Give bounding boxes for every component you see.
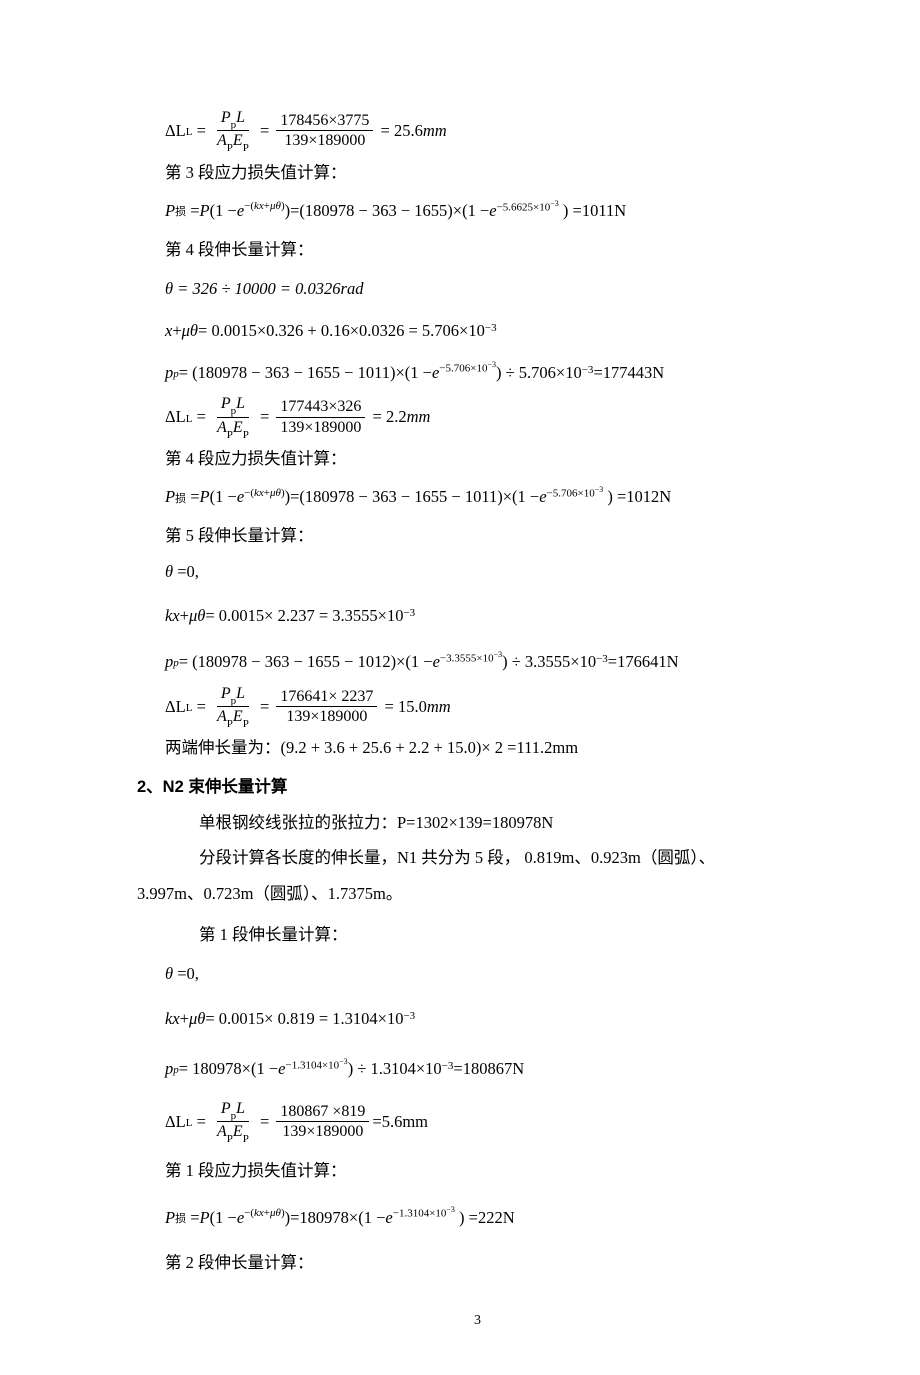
- eq-seg3-loss: P损 = P(1 − e−(kx+μθ))=(180978 − 363 − 16…: [165, 192, 790, 230]
- eq-both-ends: 两端伸长量为：(9.2 + 3.6 + 25.6 + 2.2 + 15.0)× …: [165, 732, 790, 763]
- eq-seg4-pp: pp = (180978 − 363 − 1655 − 1011)×(1 − e…: [165, 353, 790, 391]
- label-seg3-loss: 第 3 段应力损失值计算：: [165, 157, 790, 188]
- n2-seg1-pp: pp = 180978×(1 − e−1.3104×10−3 ) ÷ 1.310…: [165, 1050, 790, 1088]
- eq-delta-l-seg3: ΔLL = PpLAPEP = 178456×3775139×189000 = …: [165, 109, 790, 153]
- n2-seg1-loss: P损 = P(1 − e−(kx+μθ))=180978×(1 − e−1.31…: [165, 1199, 790, 1237]
- page-number: 3: [165, 1308, 790, 1335]
- page-body: ΔLL = PpLAPEP = 178456×3775139×189000 = …: [0, 0, 920, 1375]
- n2-tension: 单根钢绞线张拉的张拉力：P=1302×139=180978N: [165, 807, 790, 838]
- label-seg5-ext: 第 5 段伸长量计算：: [165, 520, 790, 551]
- n2-para1: 分段计算各长度的伸长量，N1 共分为 5 段， 0.819m、0.923m（圆弧…: [165, 842, 790, 873]
- n2-para2: 3.997m、0.723m（圆弧）、1.7375m。: [137, 878, 790, 909]
- n2-seg1-title: 第 1 段伸长量计算：: [165, 919, 790, 950]
- eq-seg4-loss: P损 = P(1 − e−(kx+μθ))= (180978 − 363 − 1…: [165, 478, 790, 516]
- n2-seg1-loss-title: 第 1 段应力损失值计算：: [165, 1155, 790, 1186]
- eq-seg5-theta0: θ =0,: [165, 556, 790, 587]
- eq-delta-l-seg5: ΔLL = PpLAPEP = 176641× 2237139×189000 =…: [165, 685, 790, 729]
- eq-seg4-xmu: x + μθ = 0.0015×0.326 + 0.16×0.0326 = 5.…: [165, 311, 790, 349]
- heading-n2: 2、N2 束伸长量计算: [137, 772, 790, 803]
- label-seg4-loss: 第 4 段应力损失值计算：: [165, 443, 790, 474]
- n2-seg2-title: 第 2 段伸长量计算：: [165, 1247, 790, 1278]
- eq-delta-l-seg4: ΔLL = PpLAPEP = 177443×326139×189000 = 2…: [165, 395, 790, 439]
- n2-seg1-theta0: θ =0,: [165, 958, 790, 989]
- n2-seg1-kxmu: kx + μθ = 0.0015× 0.819 = 1.3104×10−3: [165, 1000, 790, 1038]
- eq-seg5-kxmu: kx + μθ = 0.0015× 2.237 = 3.3555×10−3: [165, 597, 790, 635]
- label-seg4-ext: 第 4 段伸长量计算：: [165, 234, 790, 265]
- eq-seg5-pp: pp = (180978 − 363 − 1655 − 1012)×(1 − e…: [165, 643, 790, 681]
- n2-seg1-dl: ΔLL = PpLAPEP = 180867 ×819139×189000 =5…: [165, 1100, 790, 1144]
- eq-seg4-theta: θ = 326 ÷ 10000 = 0.0326rad: [165, 269, 790, 307]
